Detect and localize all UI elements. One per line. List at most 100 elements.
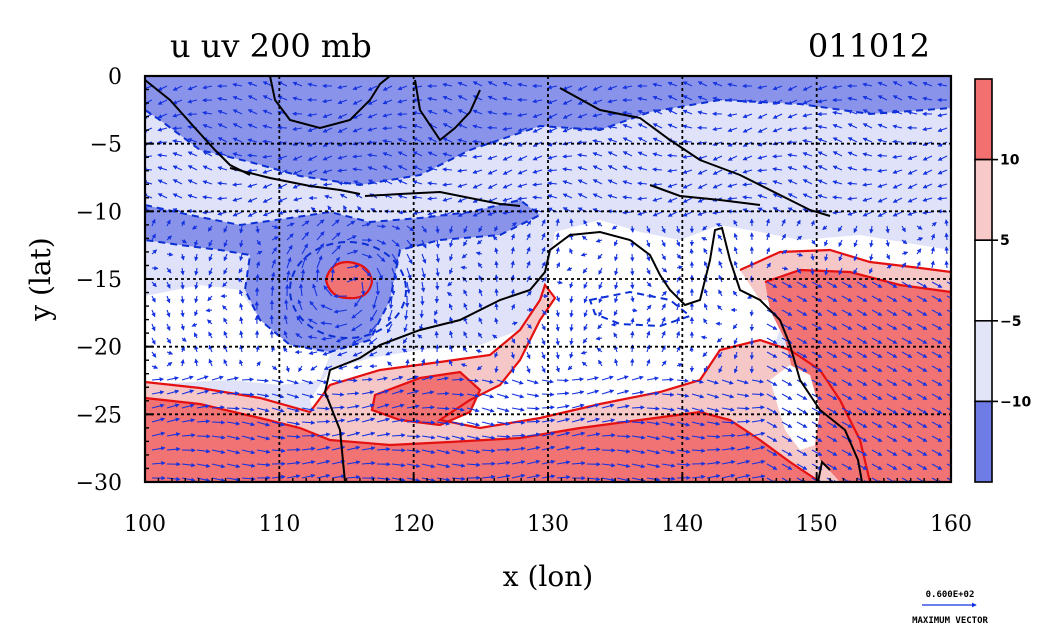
wind-vector — [271, 258, 276, 269]
wind-vector — [541, 218, 546, 227]
wind-vector — [262, 109, 273, 115]
wind-vector — [676, 265, 684, 270]
wind-vector — [742, 98, 753, 104]
contour-negative-eddy-ring — [289, 241, 407, 339]
wind-vector — [337, 155, 348, 160]
wind-vector — [331, 245, 342, 255]
wind-vector — [301, 433, 316, 438]
wind-vector — [472, 81, 483, 87]
wind-vector — [157, 113, 168, 119]
wind-vector — [614, 281, 619, 290]
wind-vector — [886, 309, 898, 316]
wind-vector — [412, 165, 423, 171]
wind-vector — [577, 85, 588, 91]
wind-vector — [727, 141, 738, 147]
wind-vector — [217, 196, 228, 201]
wind-vector — [682, 95, 693, 101]
wind-vector — [703, 288, 709, 297]
wind-vector — [151, 218, 156, 227]
wind-vector — [667, 197, 678, 203]
wind-vector — [592, 193, 603, 199]
wind-vector — [206, 319, 213, 325]
wind-vector — [667, 109, 678, 115]
contour-negative-west — [145, 198, 542, 354]
wind-vector — [232, 211, 243, 217]
wind-vector — [494, 288, 499, 297]
wind-vector — [145, 167, 153, 172]
wind-vector — [886, 295, 898, 302]
wind-vector — [151, 249, 158, 255]
wind-vector — [368, 179, 378, 185]
wind-vector — [435, 267, 440, 277]
wind-vector — [853, 225, 858, 234]
wind-vector — [337, 181, 348, 186]
wind-vector — [661, 239, 666, 248]
wind-vector — [472, 183, 483, 189]
wind-vector — [472, 169, 483, 174]
wind-vector — [475, 251, 483, 256]
wind-vector — [796, 309, 808, 316]
reference-vector: 0.600E+02 MAXIMUM VECTOR — [912, 590, 988, 626]
wind-vector — [607, 85, 618, 91]
wind-vector — [847, 96, 858, 101]
wind-vector — [781, 295, 793, 302]
wind-vector — [435, 281, 440, 291]
wind-vector — [532, 127, 543, 133]
wind-vector — [217, 181, 228, 186]
wind-vector — [502, 155, 513, 161]
wind-vector — [802, 193, 813, 199]
wind-vector — [637, 181, 648, 186]
wind-vector — [382, 99, 393, 105]
wind-vector — [322, 155, 333, 161]
wind-vector — [232, 182, 243, 187]
wind-vector — [517, 196, 528, 201]
wind-vector — [187, 194, 198, 199]
wind-vector — [661, 225, 666, 234]
wind-vector — [541, 277, 547, 283]
wind-vector — [194, 253, 199, 262]
y-tick-label: −25 — [76, 403, 122, 428]
wind-vector — [157, 166, 168, 171]
wind-vector — [944, 219, 949, 227]
wind-vector — [697, 183, 708, 189]
wind-vector — [435, 239, 440, 249]
wind-vector — [180, 267, 185, 276]
wind-vector — [487, 110, 498, 115]
wind-vector — [307, 169, 318, 175]
wind-vector — [937, 155, 948, 161]
wind-vector — [412, 180, 423, 185]
wind-vector — [631, 308, 638, 313]
wind-vector — [457, 81, 468, 87]
wind-vector — [838, 267, 843, 276]
wind-vector — [718, 289, 723, 297]
wind-vector — [721, 433, 736, 438]
wind-vector — [427, 166, 438, 171]
wind-vector — [277, 197, 288, 203]
wind-vector — [781, 233, 786, 241]
wind-vector — [157, 193, 168, 199]
wind-vector — [510, 233, 515, 241]
wind-vector — [339, 193, 348, 199]
wind-vector — [667, 211, 678, 217]
wind-vector — [145, 180, 153, 185]
wind-vector — [822, 225, 828, 230]
wind-vector — [772, 85, 783, 91]
wind-vector — [781, 281, 793, 288]
wind-vector — [598, 309, 603, 317]
wind-vector — [944, 246, 949, 255]
wind-vector — [832, 137, 843, 143]
wind-vector — [352, 167, 363, 172]
wind-vector — [403, 309, 409, 321]
wind-vector — [732, 290, 738, 297]
wind-vector — [916, 248, 922, 255]
wind-vector — [652, 152, 663, 157]
wind-vector — [718, 274, 723, 283]
wind-vector — [703, 318, 708, 325]
wind-vector — [388, 295, 394, 310]
wind-vector — [337, 127, 348, 133]
wind-vector — [187, 138, 198, 143]
wind-vector — [592, 138, 603, 144]
wind-vector — [232, 109, 243, 115]
wind-vector — [701, 237, 708, 242]
wind-vector — [406, 225, 415, 232]
